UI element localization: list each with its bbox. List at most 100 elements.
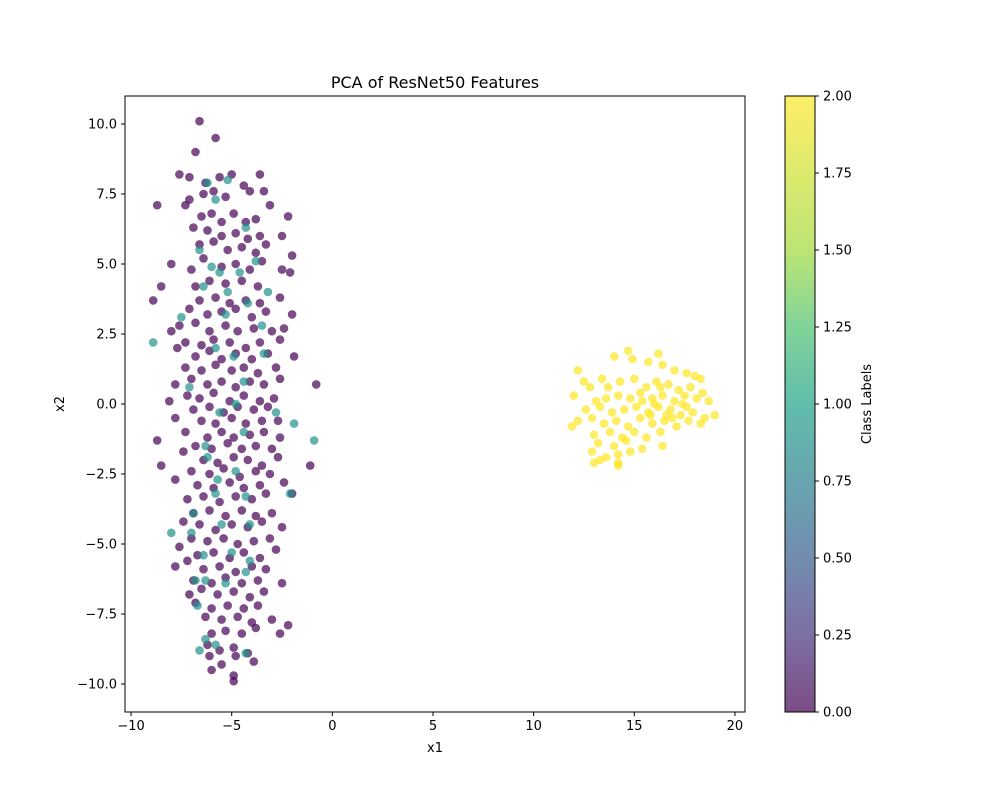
scatter-point-class-1 (199, 282, 208, 291)
scatter-point-class-0 (239, 363, 249, 372)
scatter-point-class-0 (249, 657, 259, 666)
scatter-point-class-0 (197, 340, 206, 350)
scatter-point-class-2 (613, 391, 623, 400)
y-axis-label: x2 (53, 396, 68, 412)
scatter-point-class-0 (279, 324, 289, 333)
scatter-point-class-2 (581, 405, 591, 414)
scatter-point-class-1 (241, 223, 251, 232)
scatter-point-class-0 (243, 455, 253, 465)
scatter-point-class-1 (201, 576, 210, 585)
scatter-point-class-0 (221, 321, 230, 330)
scatter-point-class-0 (253, 282, 263, 291)
scatter-point-class-2 (609, 352, 619, 361)
scatter-point-class-0 (193, 480, 202, 490)
scatter-point-class-0 (209, 186, 218, 196)
scatter-point-class-0 (219, 534, 228, 543)
scatter-point-class-0 (237, 276, 247, 286)
scatter-point-class-2 (668, 413, 677, 423)
scatter-point-class-1 (289, 419, 299, 428)
scatter-point-class-0 (239, 391, 249, 400)
scatter-point-class-0 (171, 413, 180, 423)
scatter-point-class-0 (197, 212, 206, 221)
scatter-point-class-2 (642, 433, 651, 442)
scatter-point-class-0 (267, 326, 277, 336)
scatter-point-class-0 (231, 259, 240, 269)
scatter-point-class-0 (231, 304, 240, 314)
scatter-point-class-2 (682, 368, 691, 378)
scatter-point-class-0 (305, 461, 315, 470)
scatter-point-class-0 (205, 402, 214, 412)
scatter-point-class-0 (249, 405, 259, 414)
scatter-point-class-0 (205, 506, 214, 515)
scatter-point-class-0 (175, 321, 184, 330)
scatter-point-class-0 (259, 380, 269, 389)
scatter-point-class-0 (285, 268, 295, 277)
scatter-point-class-1 (185, 382, 194, 392)
scatter-point-class-0 (203, 226, 212, 235)
scatter-point-class-0 (279, 478, 289, 487)
scatter-point-class-0 (263, 402, 273, 412)
scatter-point-class-1 (211, 343, 220, 353)
scatter-point-class-0 (223, 245, 232, 255)
scatter-point-class-2 (656, 382, 665, 392)
scatter-point-class-1 (231, 399, 240, 409)
scatter-point-class-1 (259, 349, 269, 358)
scatter-point-class-0 (229, 587, 238, 596)
scatter-point-class-2 (658, 391, 667, 400)
x-axis-ticks: −10 −5 0 5 10 15 20 (117, 712, 743, 734)
scatter-point-class-1 (271, 408, 281, 417)
scatter-point-class-0 (156, 461, 166, 470)
scatter-point-class-1 (221, 578, 230, 588)
scatter-point-class-0 (233, 612, 242, 622)
x-tick-label: −5 (222, 719, 241, 734)
scatter-point-class-1 (217, 520, 226, 529)
scatter-point-class-0 (255, 298, 265, 308)
scatter-point-class-2 (688, 408, 697, 417)
scatter-point-class-2 (658, 441, 667, 451)
scatter-point-class-1 (251, 256, 261, 266)
scatter-point-class-0 (277, 522, 287, 532)
scatter-point-class-0 (217, 615, 226, 624)
x-axis-label: x1 (427, 741, 443, 756)
scatter-point-class-0 (217, 231, 226, 241)
colorbar-tick-label: 0.75 (823, 475, 852, 490)
scatter-point-class-0 (231, 382, 240, 392)
scatter-point-class-1 (241, 492, 251, 501)
scatter-point-class-0 (152, 200, 162, 210)
scatter-point-class-2 (607, 408, 617, 417)
scatter-point-class-0 (187, 374, 196, 384)
scatter-point-class-2 (664, 380, 673, 389)
scatter-point-class-0 (227, 413, 236, 423)
scatter-point-class-2 (587, 413, 597, 423)
scatter-point-class-0 (223, 601, 232, 610)
scatter-point-class-0 (257, 517, 267, 526)
scatter-point-class-1 (207, 262, 216, 272)
scatter-point-class-0 (195, 520, 204, 529)
scatter-point-class-0 (253, 601, 263, 610)
scatter-point-class-0 (203, 536, 212, 546)
scatter-point-class-0 (265, 534, 275, 543)
scatter-point-class-0 (223, 438, 232, 448)
scatter-point-class-1 (215, 268, 224, 277)
scatter-point-class-0 (251, 623, 261, 633)
scatter-point-class-0 (245, 265, 255, 274)
scatter-point-class-0 (221, 626, 230, 636)
scatter-point-class-1 (195, 245, 204, 255)
scatter-point-class-2 (579, 377, 589, 386)
scatter-point-class-2 (644, 357, 653, 367)
scatter-point-class-1 (223, 175, 232, 185)
scatter-point-class-2 (597, 374, 607, 384)
points-layer (148, 116, 720, 686)
scatter-point-class-0 (217, 427, 226, 437)
scatter-point-class-1 (221, 310, 230, 319)
scatter-point-class-0 (259, 427, 269, 437)
scatter-point-class-2 (658, 360, 667, 370)
scatter-point-class-1 (239, 427, 249, 437)
scatter-point-class-2 (595, 402, 605, 412)
scatter-point-class-0 (271, 363, 281, 372)
scatter-point-class-2 (680, 391, 689, 400)
scatter-point-class-0 (277, 265, 287, 274)
scatter-point-class-0 (255, 480, 265, 490)
scatter-point-class-1 (257, 321, 267, 330)
scatter-point-class-0 (175, 170, 184, 179)
